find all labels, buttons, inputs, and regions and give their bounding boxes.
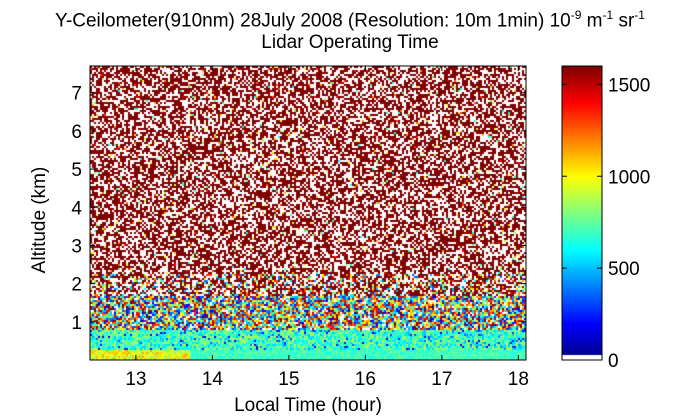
colorbar-tick-label: 1500 (608, 75, 650, 96)
plot-frame (89, 65, 527, 361)
colorbar-frame (561, 65, 603, 361)
x-tick-label: 16 (355, 369, 376, 390)
x-tick-label: 14 (202, 369, 224, 390)
heatmap-plot-area (90, 66, 526, 360)
x-axis-label: Local Time (hour) (234, 395, 382, 416)
chart-title: Y-Ceilometer(910nm) 28July 2008 (Resolut… (55, 8, 645, 32)
colorbar-tick-label: 0 (608, 351, 619, 372)
y-tick-label: 7 (71, 84, 82, 105)
x-tick-label: 15 (278, 369, 299, 390)
colorbar-tick-label: 500 (608, 259, 640, 280)
x-tick-label: 18 (508, 369, 529, 390)
y-tick-label: 6 (71, 122, 82, 143)
y-tick-label: 1 (71, 313, 82, 334)
x-tick-label: 17 (431, 369, 452, 390)
colorbar-tick-label: 1000 (608, 167, 650, 188)
x-tick-label: 13 (125, 369, 146, 390)
y-axis-label: Altitude (km) (29, 166, 50, 274)
chart-subtitle: Lidar Operating Time (261, 32, 439, 53)
y-tick-label: 4 (71, 198, 82, 219)
y-tick-label: 3 (71, 236, 82, 257)
y-tick-label: 2 (71, 275, 82, 296)
y-tick-label: 5 (71, 160, 82, 181)
colorbar (562, 66, 602, 360)
